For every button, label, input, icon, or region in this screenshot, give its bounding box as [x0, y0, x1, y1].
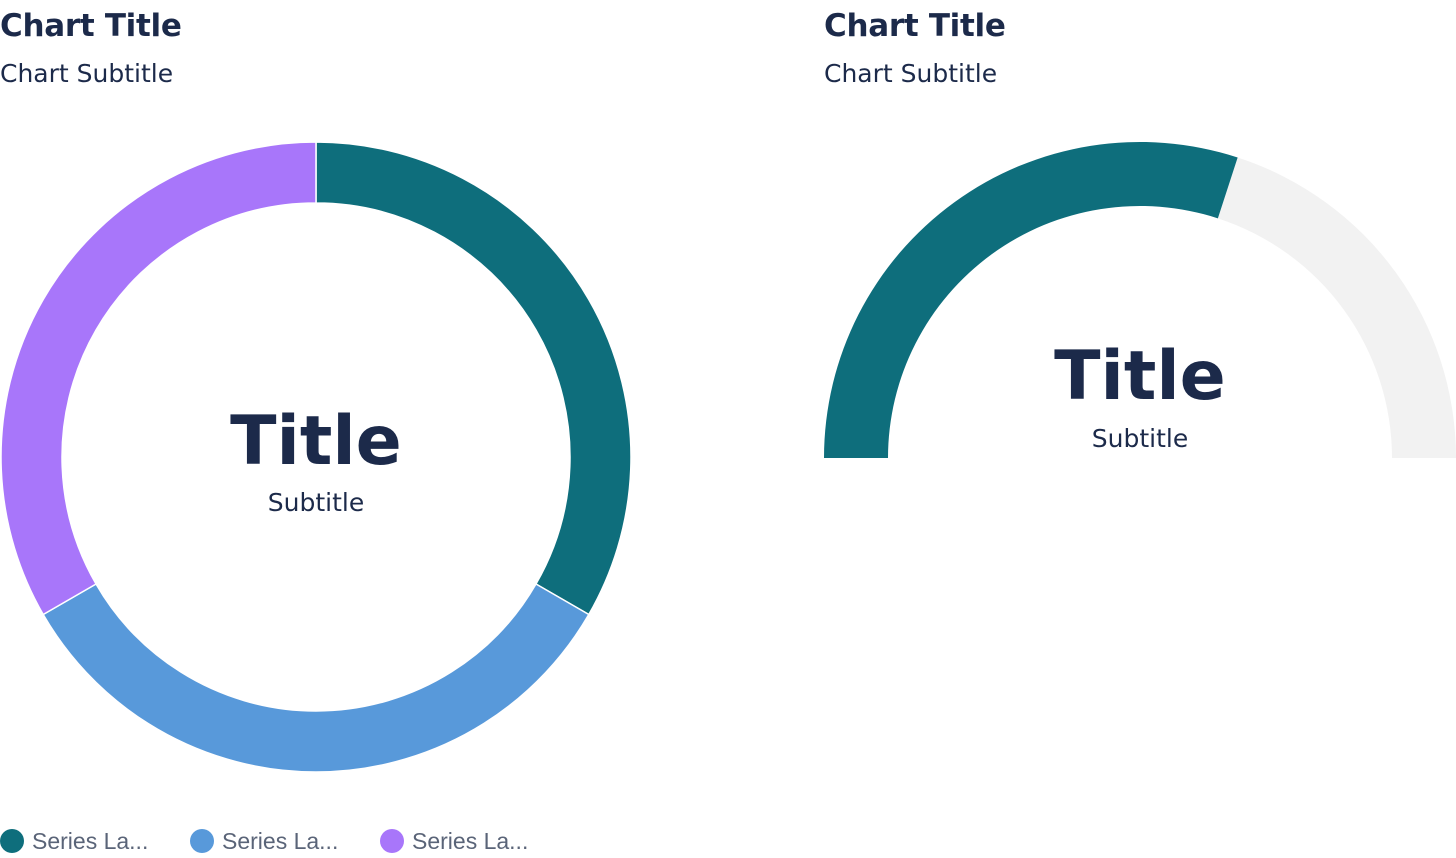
chart-subtitle: Chart Subtitle — [0, 59, 174, 88]
gauge-chart-panel: Chart Title Chart Subtitle Title Subtitl… — [824, 0, 1456, 500]
chart-title: Chart Title — [824, 8, 1006, 44]
legend-dot-icon — [380, 829, 404, 853]
donut-slice-3[interactable] — [0, 141, 317, 616]
legend-item-series-2[interactable]: Series La... — [190, 828, 342, 855]
gauge-value-arc[interactable] — [824, 141, 1238, 458]
donut-center-subtitle: Subtitle — [268, 488, 364, 517]
donut-slice-2[interactable] — [42, 582, 590, 773]
legend-item-series-1[interactable]: Series La... — [0, 828, 152, 855]
gauge-arcs — [824, 141, 1456, 459]
donut-chart: Title Subtitle — [0, 141, 632, 773]
gauge-center-subtitle: Subtitle — [1092, 424, 1188, 453]
legend-label: Series La... — [412, 827, 529, 854]
donut-center-title: Title — [230, 402, 402, 481]
legend-label: Series La... — [32, 827, 149, 854]
donut-slice-1[interactable] — [315, 141, 632, 616]
legend-dot-icon — [0, 829, 24, 853]
legend-dot-icon — [190, 829, 214, 853]
donut-slices — [0, 141, 632, 773]
legend: Series La... Series La... Series La... — [0, 826, 570, 856]
legend-label: Series La... — [222, 827, 339, 854]
donut-chart-panel: Chart Title Chart Subtitle Title Subtitl… — [0, 0, 640, 858]
chart-subtitle: Chart Subtitle — [824, 59, 998, 88]
chart-title: Chart Title — [0, 8, 182, 44]
gauge-track — [1217, 157, 1456, 459]
gauge-chart: Title Subtitle — [824, 141, 1456, 459]
gauge-center-title: Title — [1054, 337, 1226, 416]
legend-item-series-3[interactable]: Series La... — [380, 828, 532, 855]
